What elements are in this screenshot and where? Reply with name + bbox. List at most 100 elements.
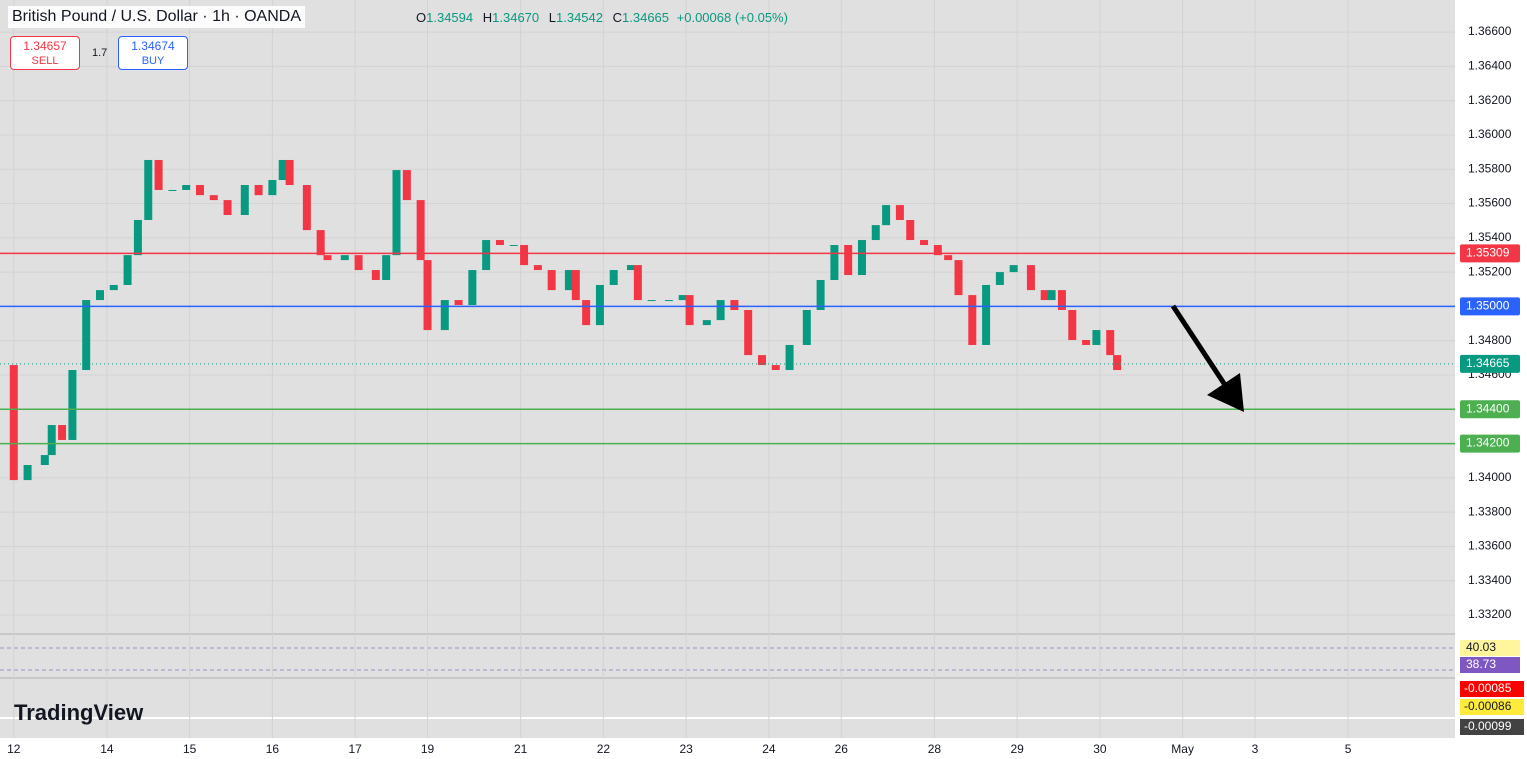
x-tick-label: 30 — [1093, 742, 1107, 756]
candle — [678, 295, 687, 301]
ohlc: O1.34594 H1.34670 L1.34542 C1.34665 +0.0… — [410, 10, 788, 25]
candle — [47, 425, 56, 456]
rsi-label: 38.73 — [1466, 657, 1496, 671]
candle — [564, 270, 573, 291]
candle — [68, 370, 77, 440]
x-tick-label: 17 — [348, 742, 362, 756]
candle — [895, 205, 904, 220]
candle — [1040, 290, 1049, 301]
candle — [664, 300, 673, 302]
logo[interactable]: TradingView — [14, 700, 144, 725]
macd-label: -0.00099 — [1464, 719, 1512, 733]
arrow-head — [1207, 373, 1244, 412]
candle — [857, 240, 866, 276]
candle — [1068, 309, 1077, 341]
label: L — [548, 10, 556, 25]
macd-label-bg — [1460, 719, 1524, 735]
candle — [95, 290, 104, 301]
candle — [920, 240, 929, 246]
candle — [933, 245, 942, 256]
candle — [968, 295, 977, 345]
change: +0.00068 (+0.05%) — [676, 10, 788, 25]
rsi-label-bg — [1460, 640, 1520, 656]
candle — [882, 205, 891, 226]
price-label-bg — [1460, 434, 1520, 453]
label: O — [416, 10, 427, 25]
candle — [468, 270, 477, 306]
candle — [830, 245, 839, 280]
arrow — [1170, 304, 1228, 387]
x-tick-label: 14 — [100, 742, 114, 756]
candle — [685, 295, 694, 326]
candle — [302, 185, 311, 231]
candle — [268, 180, 277, 196]
candle — [785, 344, 794, 371]
y-tick-label: 1.36000 — [1468, 127, 1512, 141]
y-tick-label: 1.33400 — [1468, 573, 1512, 587]
candle — [533, 265, 542, 271]
y-tick-label: 1.34000 — [1468, 470, 1512, 484]
candle — [520, 245, 529, 266]
value: 1.34594 — [426, 10, 474, 25]
price-label: 1.35000 — [1466, 299, 1510, 313]
candle — [82, 300, 91, 371]
candle — [982, 284, 991, 345]
value: 1.34670 — [492, 10, 540, 25]
y-tick-label: 1.35200 — [1468, 264, 1512, 278]
candle — [716, 300, 725, 321]
price-label-bg — [1460, 354, 1520, 373]
label: BUY — [141, 55, 165, 67]
price-label: 1.35309 — [1466, 246, 1510, 260]
candle — [702, 320, 711, 326]
y-tick-label: 1.35600 — [1468, 196, 1512, 210]
candle — [354, 255, 363, 271]
candle — [626, 265, 635, 271]
candle — [1026, 265, 1035, 291]
candle — [744, 309, 753, 356]
candle — [906, 219, 915, 241]
candle — [771, 365, 780, 371]
value: 1.34542 — [556, 10, 603, 25]
y-tick-label: 1.33800 — [1468, 504, 1512, 518]
candle — [209, 195, 218, 201]
label: H — [482, 10, 493, 25]
x-tick-label: 15 — [183, 742, 197, 756]
candle — [223, 200, 232, 216]
x-tick-label: 29 — [1010, 742, 1024, 756]
candle — [340, 255, 349, 261]
candle — [944, 255, 953, 261]
symbol-title[interactable]: British Pound / U.S. Dollar · 1h · OANDA — [8, 6, 305, 28]
candle — [133, 219, 142, 256]
candle — [582, 300, 591, 326]
y-tick-label: 1.33200 — [1468, 607, 1512, 621]
buy-button[interactable]: 1.34674 BUY — [118, 36, 188, 70]
price-label: 1.34400 — [1466, 401, 1510, 415]
price-label: 1.34200 — [1466, 436, 1510, 450]
macd-label: -0.00085 — [1464, 681, 1512, 695]
label: C — [612, 10, 623, 25]
x-tick-label: 16 — [266, 742, 280, 756]
price: 1.34674 — [131, 39, 175, 53]
candle — [123, 255, 132, 285]
candle — [23, 464, 32, 481]
candle — [454, 300, 463, 306]
candle — [647, 300, 656, 302]
y-tick-label: 1.36200 — [1468, 93, 1512, 107]
candle — [278, 159, 287, 181]
spread: 1.7 — [92, 47, 108, 59]
candle — [802, 309, 811, 345]
candle — [1057, 290, 1066, 310]
candle — [730, 300, 739, 310]
rsi-label-bg — [1460, 657, 1520, 673]
y-tick-label: 1.36400 — [1468, 59, 1512, 73]
candle — [1047, 290, 1056, 301]
x-tick-label: 12 — [7, 742, 21, 756]
price: 1.34657 — [23, 39, 67, 53]
candle — [144, 159, 153, 220]
candle — [509, 245, 518, 247]
x-tick-label: 21 — [514, 742, 528, 756]
sell-button[interactable]: 1.34657 SELL — [10, 36, 80, 70]
x-tick-label: 3 — [1252, 742, 1259, 756]
